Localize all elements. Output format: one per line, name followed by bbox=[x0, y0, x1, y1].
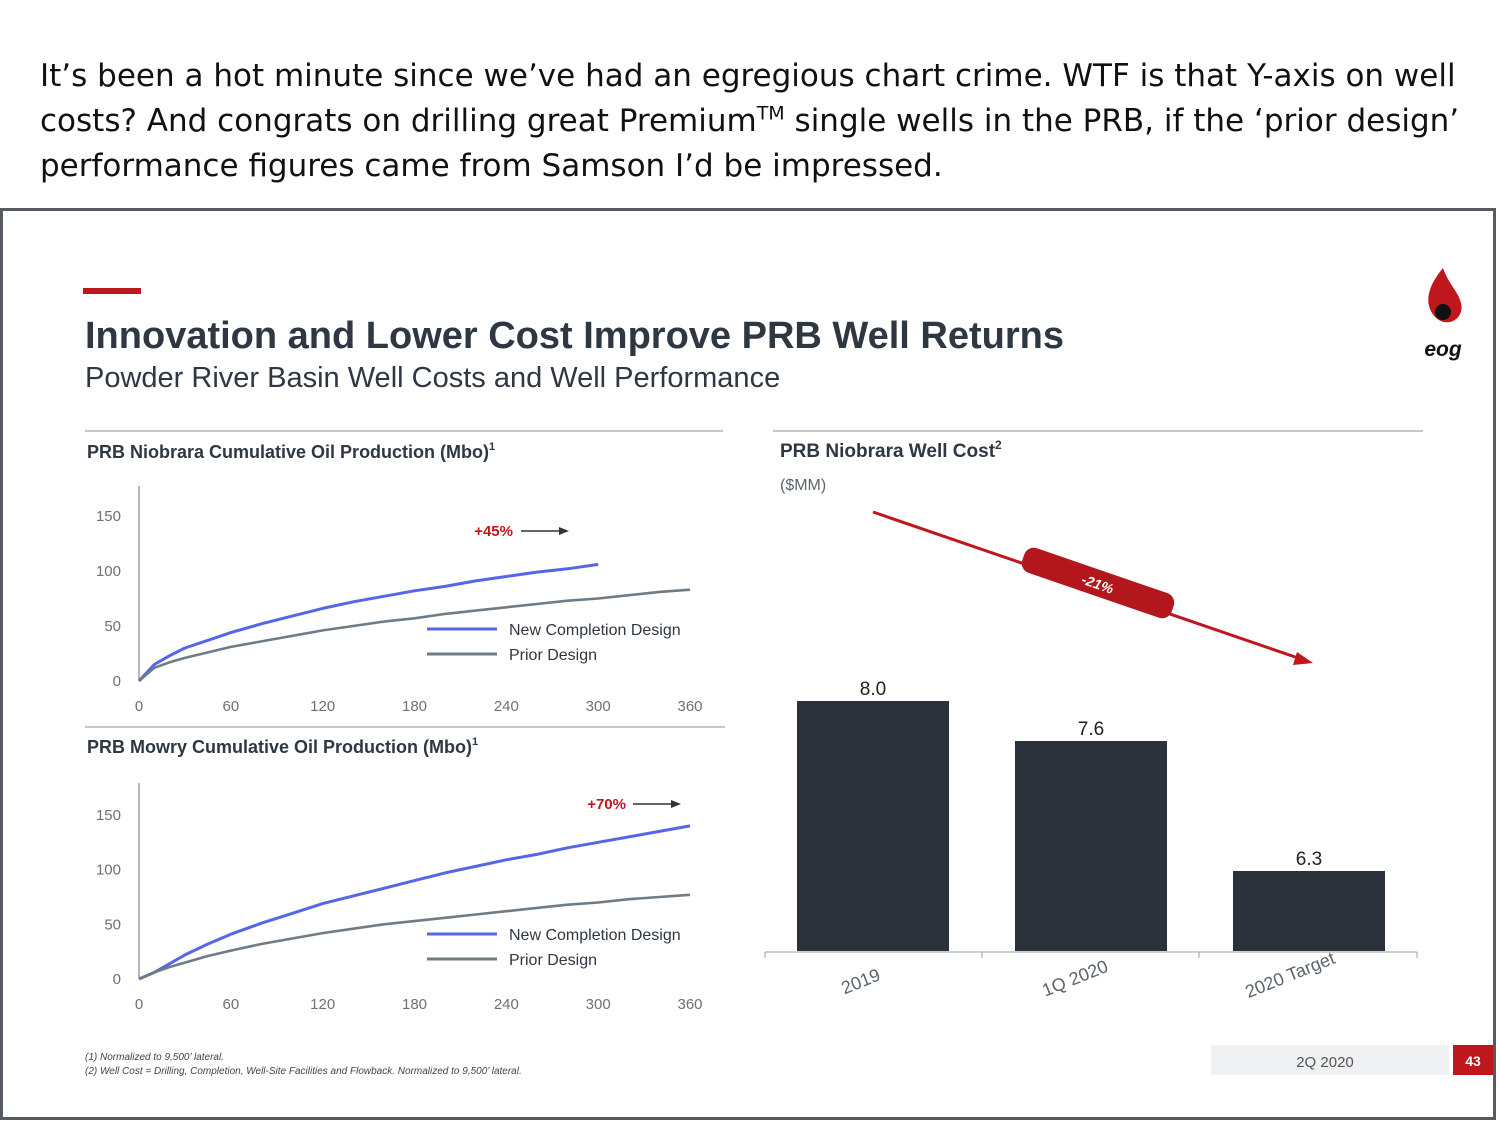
caption-line-2a: costs? And congrats on drilling great Pr… bbox=[40, 103, 757, 139]
chart-title-text: PRB Niobrara Cumulative Oil Production (… bbox=[87, 442, 489, 462]
reduction-badge-shape bbox=[1021, 547, 1175, 619]
x-tick-label: 60 bbox=[222, 698, 239, 715]
reduction-badge: -21% bbox=[1021, 547, 1175, 619]
new-design-line bbox=[137, 562, 599, 683]
x-tick-label: 180 bbox=[402, 698, 427, 715]
caption-line-2: costs? And congrats on drilling great Pr… bbox=[40, 99, 1460, 144]
chart-title-sup: 2 bbox=[995, 438, 1002, 452]
x-tick-label: 360 bbox=[677, 996, 702, 1013]
chart-title-text: PRB Niobrara Well Cost bbox=[780, 441, 996, 462]
slide-canvas: Innovation and Lower Cost Improve PRB We… bbox=[83, 268, 1493, 1077]
chart-title: PRB Niobrara Well Cost2 bbox=[780, 438, 1002, 462]
caption-line-1: It’s been a hot minute since we’ve had a… bbox=[40, 58, 1456, 94]
chart-title: PRB Mowry Cumulative Oil Production (Mbo… bbox=[87, 736, 478, 757]
slide: Innovation and Lower Cost Improve PRB We… bbox=[0, 208, 1496, 1120]
x-tick-label: 240 bbox=[494, 996, 519, 1013]
growth-annotation: +70% bbox=[587, 796, 626, 813]
y-tick-label: 100 bbox=[96, 862, 121, 879]
post-caption: It’s been a hot minute since we’ve had a… bbox=[40, 54, 1460, 189]
slide-subtitle: Powder River Basin Well Costs and Well P… bbox=[85, 362, 780, 394]
x-tick-label: 0 bbox=[135, 698, 143, 715]
niobrara-production-chart: PRB Niobrara Cumulative Oil Production (… bbox=[87, 441, 703, 715]
category-label: 2019 bbox=[838, 965, 883, 999]
cost-bar bbox=[797, 701, 949, 951]
bar-value-label: 8.0 bbox=[860, 679, 886, 700]
slide-title: Innovation and Lower Cost Improve PRB We… bbox=[85, 315, 1064, 357]
caption-line-2b: single wells in the PRB, if the ‘prior d… bbox=[784, 103, 1460, 139]
page-number-badge bbox=[1453, 1045, 1493, 1075]
eog-logo: eog bbox=[1424, 268, 1462, 361]
growth-annotation: +45% bbox=[474, 523, 513, 540]
x-tick-label: 300 bbox=[586, 996, 611, 1013]
caption-line-3: performance figures came from Samson I’d… bbox=[40, 148, 943, 184]
x-tick-label: 180 bbox=[402, 996, 427, 1013]
bar-value-label: 6.3 bbox=[1296, 849, 1322, 870]
oil-drop-icon bbox=[1435, 304, 1451, 320]
chart-title-sup: 1 bbox=[489, 441, 495, 453]
x-tick-label: 60 bbox=[222, 996, 239, 1013]
legend-label: New Completion Design bbox=[509, 622, 681, 639]
trademark-sup: TM bbox=[756, 102, 785, 125]
x-tick-label: 120 bbox=[310, 698, 335, 715]
y-tick-label: 150 bbox=[96, 508, 121, 525]
cost-bar bbox=[1015, 741, 1167, 951]
prior-design-line bbox=[138, 893, 691, 981]
legend-label: Prior Design bbox=[509, 647, 597, 664]
prior-design-line bbox=[138, 588, 691, 682]
x-tick-label: 120 bbox=[310, 996, 335, 1013]
annotation-arrow-head bbox=[559, 527, 569, 535]
footer-band bbox=[1211, 1045, 1449, 1075]
x-tick-label: 0 bbox=[135, 996, 143, 1013]
accent-bar bbox=[83, 288, 141, 294]
chart-title-text: PRB Mowry Cumulative Oil Production (Mbo… bbox=[87, 737, 472, 757]
y-tick-label: 50 bbox=[104, 916, 121, 933]
well-cost-bar-chart: PRB Niobrara Well Cost2 ($MM) 8.0 2019 7.6… bbox=[764, 438, 1418, 1002]
logo-text: eog bbox=[1424, 338, 1462, 361]
legend-label: Prior Design bbox=[509, 952, 597, 969]
trend-arrow-head bbox=[1293, 652, 1313, 665]
annotation-arrow-head bbox=[671, 800, 681, 808]
y-tick-label: 50 bbox=[104, 618, 121, 635]
chart-title: PRB Niobrara Cumulative Oil Production (… bbox=[87, 441, 495, 462]
category-label: 1Q 2020 bbox=[1039, 956, 1111, 1000]
footnote-2: (2) Well Cost = Drilling, Completion, We… bbox=[85, 1066, 522, 1077]
cost-bar bbox=[1233, 871, 1385, 951]
new-design-line bbox=[138, 824, 691, 981]
y-tick-label: 0 bbox=[113, 673, 121, 690]
x-tick-label: 300 bbox=[586, 698, 611, 715]
bar-value-label: 7.6 bbox=[1078, 719, 1104, 740]
y-tick-label: 0 bbox=[113, 971, 121, 988]
category-label: 2020 Target bbox=[1242, 948, 1337, 1002]
footnote-1: (1) Normalized to 9,500’ lateral. bbox=[85, 1052, 224, 1063]
x-tick-label: 360 bbox=[677, 698, 702, 715]
y-tick-label: 100 bbox=[96, 563, 121, 580]
y-tick-label: 150 bbox=[96, 807, 121, 824]
page-number: 43 bbox=[1465, 1053, 1481, 1069]
y-unit-label: ($MM) bbox=[780, 477, 826, 494]
x-tick-label: 240 bbox=[494, 698, 519, 715]
chart-title-sup: 1 bbox=[472, 736, 478, 748]
mowry-production-chart: PRB Mowry Cumulative Oil Production (Mbo… bbox=[87, 736, 703, 1013]
legend-label: New Completion Design bbox=[509, 927, 681, 944]
footer-period: 2Q 2020 bbox=[1296, 1054, 1354, 1071]
